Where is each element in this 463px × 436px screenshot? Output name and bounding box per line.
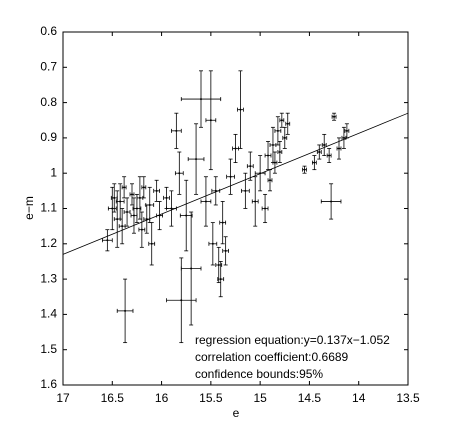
point <box>217 263 220 266</box>
point <box>148 203 151 206</box>
annotation: regression equation:y=0.137x−1.052 <box>195 333 390 347</box>
x-tick-label: 13.5 <box>396 391 420 405</box>
point <box>211 242 214 245</box>
point <box>123 186 126 189</box>
point <box>178 172 181 175</box>
point <box>313 161 316 164</box>
point <box>244 189 247 192</box>
point <box>280 119 283 122</box>
annotation: confidence bounds:95% <box>195 367 323 381</box>
point <box>283 136 286 139</box>
y-tick-label: 1.1 <box>40 201 57 215</box>
point <box>328 154 331 157</box>
x-tick-label: 16.5 <box>101 391 125 405</box>
point <box>333 115 336 118</box>
point <box>229 175 232 178</box>
point <box>204 200 207 203</box>
point <box>121 225 124 228</box>
point <box>269 179 271 182</box>
x-tick-label: 16 <box>155 391 169 405</box>
point <box>170 207 173 210</box>
point <box>131 193 133 196</box>
y-tick-label: 1.3 <box>40 271 57 285</box>
point <box>234 147 237 150</box>
point <box>155 189 158 192</box>
point <box>135 207 138 210</box>
point <box>323 143 326 146</box>
point <box>150 242 153 245</box>
point <box>278 151 281 154</box>
point <box>142 186 145 189</box>
point <box>126 211 129 214</box>
point <box>259 172 262 175</box>
point <box>342 136 345 139</box>
point <box>267 154 270 157</box>
point <box>124 309 127 312</box>
y-tick-label: 0.8 <box>40 95 57 109</box>
point <box>286 122 289 125</box>
point <box>111 207 114 210</box>
point <box>116 218 119 221</box>
y-tick-label: 0.7 <box>40 59 57 73</box>
point <box>239 108 242 111</box>
point <box>119 200 122 203</box>
point <box>249 165 252 168</box>
point <box>113 196 116 199</box>
x-axis-label: e <box>233 406 240 420</box>
point <box>175 129 178 132</box>
y-tick-label: 1.6 <box>40 377 57 391</box>
point <box>195 158 198 161</box>
y-tick-label: 1.2 <box>40 236 57 250</box>
y-tick-label: 1.5 <box>40 342 57 356</box>
point <box>219 278 222 281</box>
x-tick-label: 14.5 <box>298 391 322 405</box>
regression-line <box>62 112 409 255</box>
x-tick-label: 15.5 <box>199 391 223 405</box>
point <box>221 221 224 224</box>
x-tick-label: 15 <box>253 391 267 405</box>
point <box>140 228 143 231</box>
point <box>303 168 306 171</box>
point <box>190 267 193 270</box>
y-tick-label: 0.6 <box>40 24 57 38</box>
x-tick-label: 14 <box>352 391 366 405</box>
point <box>165 196 168 199</box>
point <box>214 189 217 192</box>
y-tick-label: 1.4 <box>40 307 57 321</box>
point <box>132 214 135 217</box>
point <box>180 299 183 302</box>
point <box>209 119 212 122</box>
point <box>138 196 141 199</box>
x-tick-label: 17 <box>56 391 70 405</box>
point <box>185 214 188 217</box>
point <box>330 200 333 203</box>
point <box>200 98 202 101</box>
point <box>338 147 340 150</box>
point <box>106 239 109 242</box>
annotation: correlation coefficient:0.6689 <box>195 350 349 364</box>
point <box>271 143 274 146</box>
point <box>264 207 267 210</box>
y-axis-label: e−m <box>22 196 36 220</box>
point <box>273 161 276 164</box>
point <box>145 218 148 221</box>
y-tick-label: 0.9 <box>40 130 57 144</box>
point <box>276 129 279 132</box>
point <box>224 249 227 252</box>
point <box>158 214 161 217</box>
point <box>318 151 321 154</box>
point <box>345 129 348 132</box>
y-tick-label: 1 <box>50 165 57 179</box>
point <box>254 200 257 203</box>
